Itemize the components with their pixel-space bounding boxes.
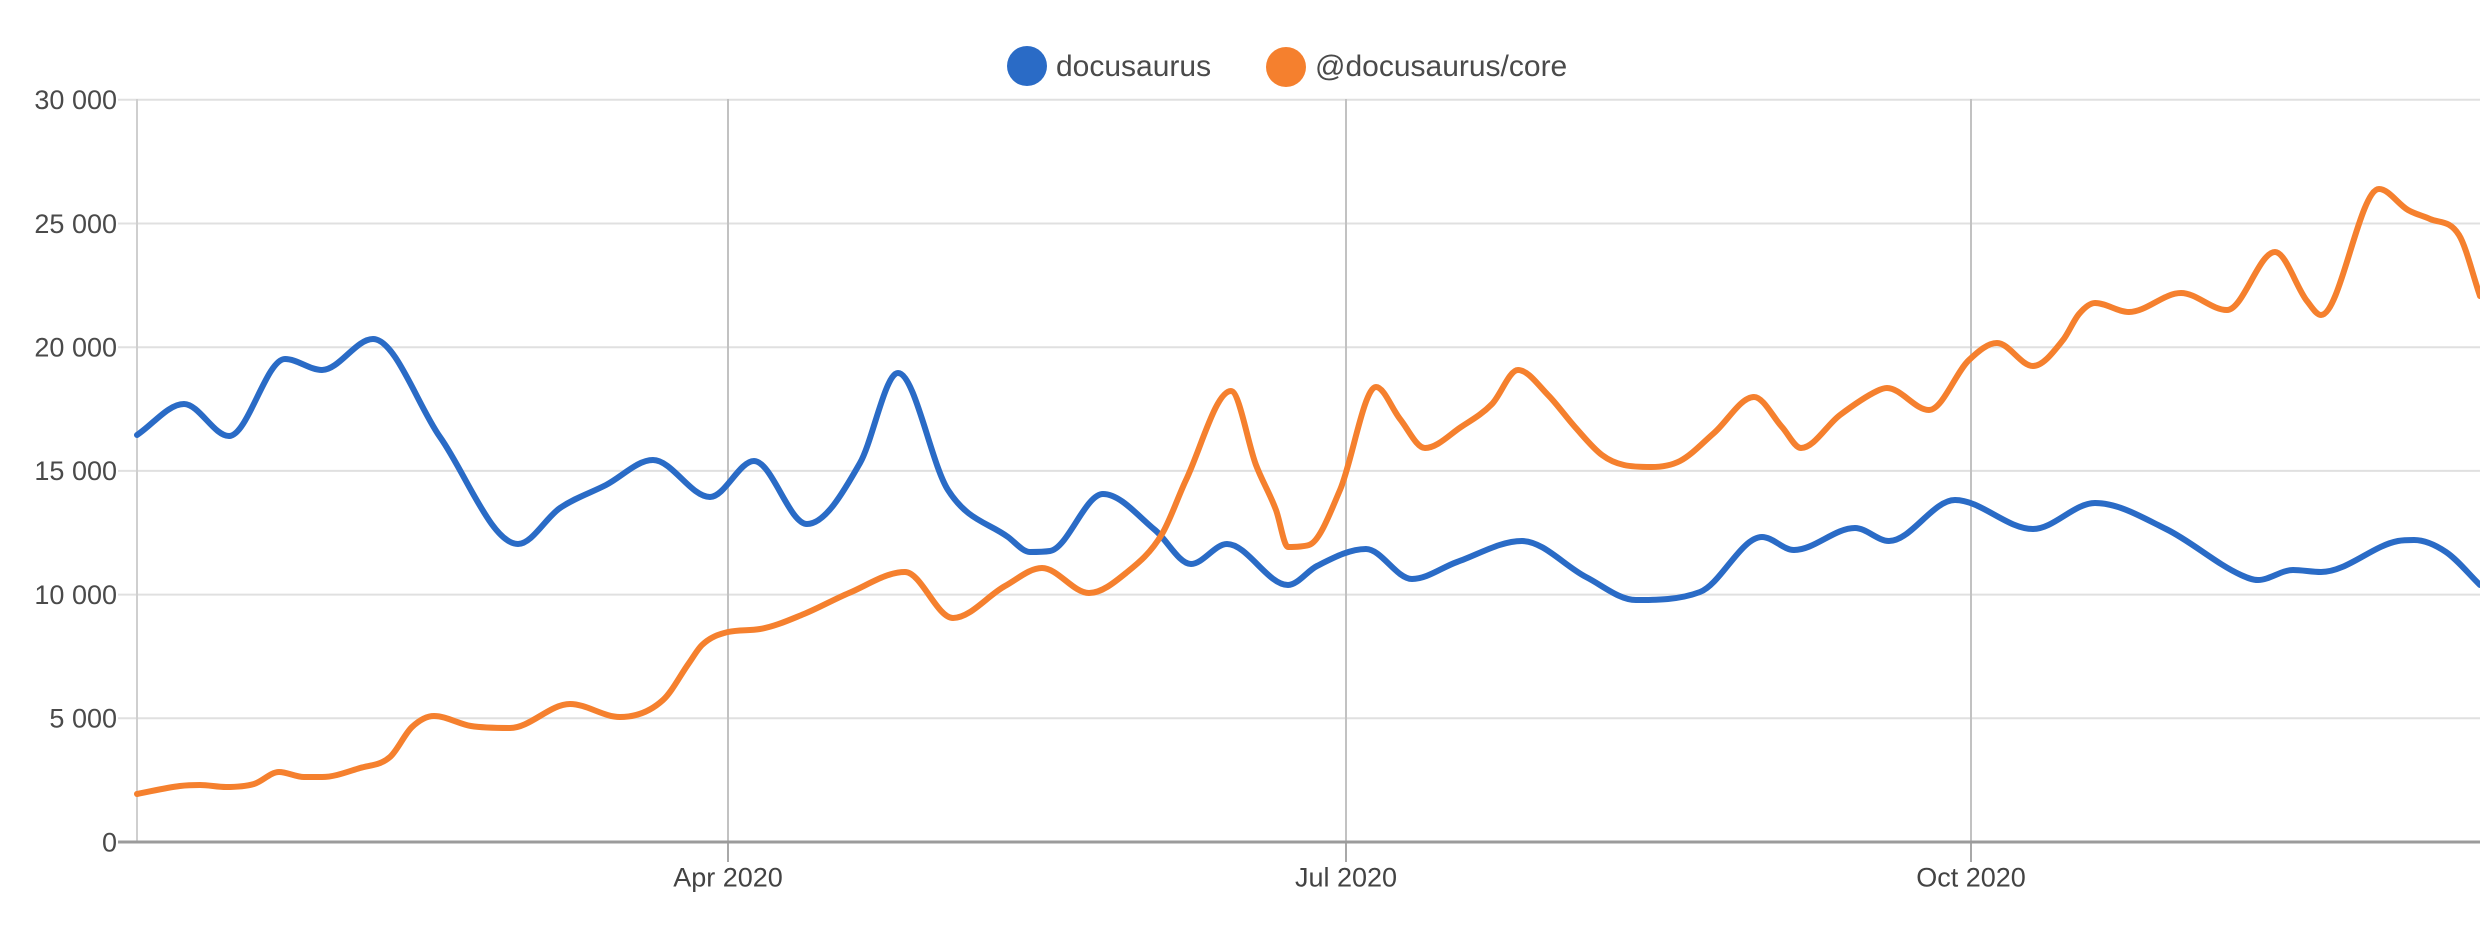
svg-text:@docusaurus/core: @docusaurus/core [1315, 50, 1567, 83]
svg-text:Oct 2020: Oct 2020 [1916, 863, 2026, 893]
svg-text:30 000: 30 000 [34, 85, 117, 115]
svg-text:0: 0 [102, 827, 117, 857]
svg-text:5 000: 5 000 [49, 704, 117, 734]
svg-text:25 000: 25 000 [34, 209, 117, 239]
svg-text:15 000: 15 000 [34, 456, 117, 486]
svg-text:Apr 2020: Apr 2020 [673, 863, 783, 893]
svg-text:10 000: 10 000 [34, 580, 117, 610]
svg-text:20 000: 20 000 [34, 333, 117, 363]
svg-text:docusaurus: docusaurus [1056, 50, 1211, 83]
svg-text:Jul 2020: Jul 2020 [1295, 863, 1397, 893]
